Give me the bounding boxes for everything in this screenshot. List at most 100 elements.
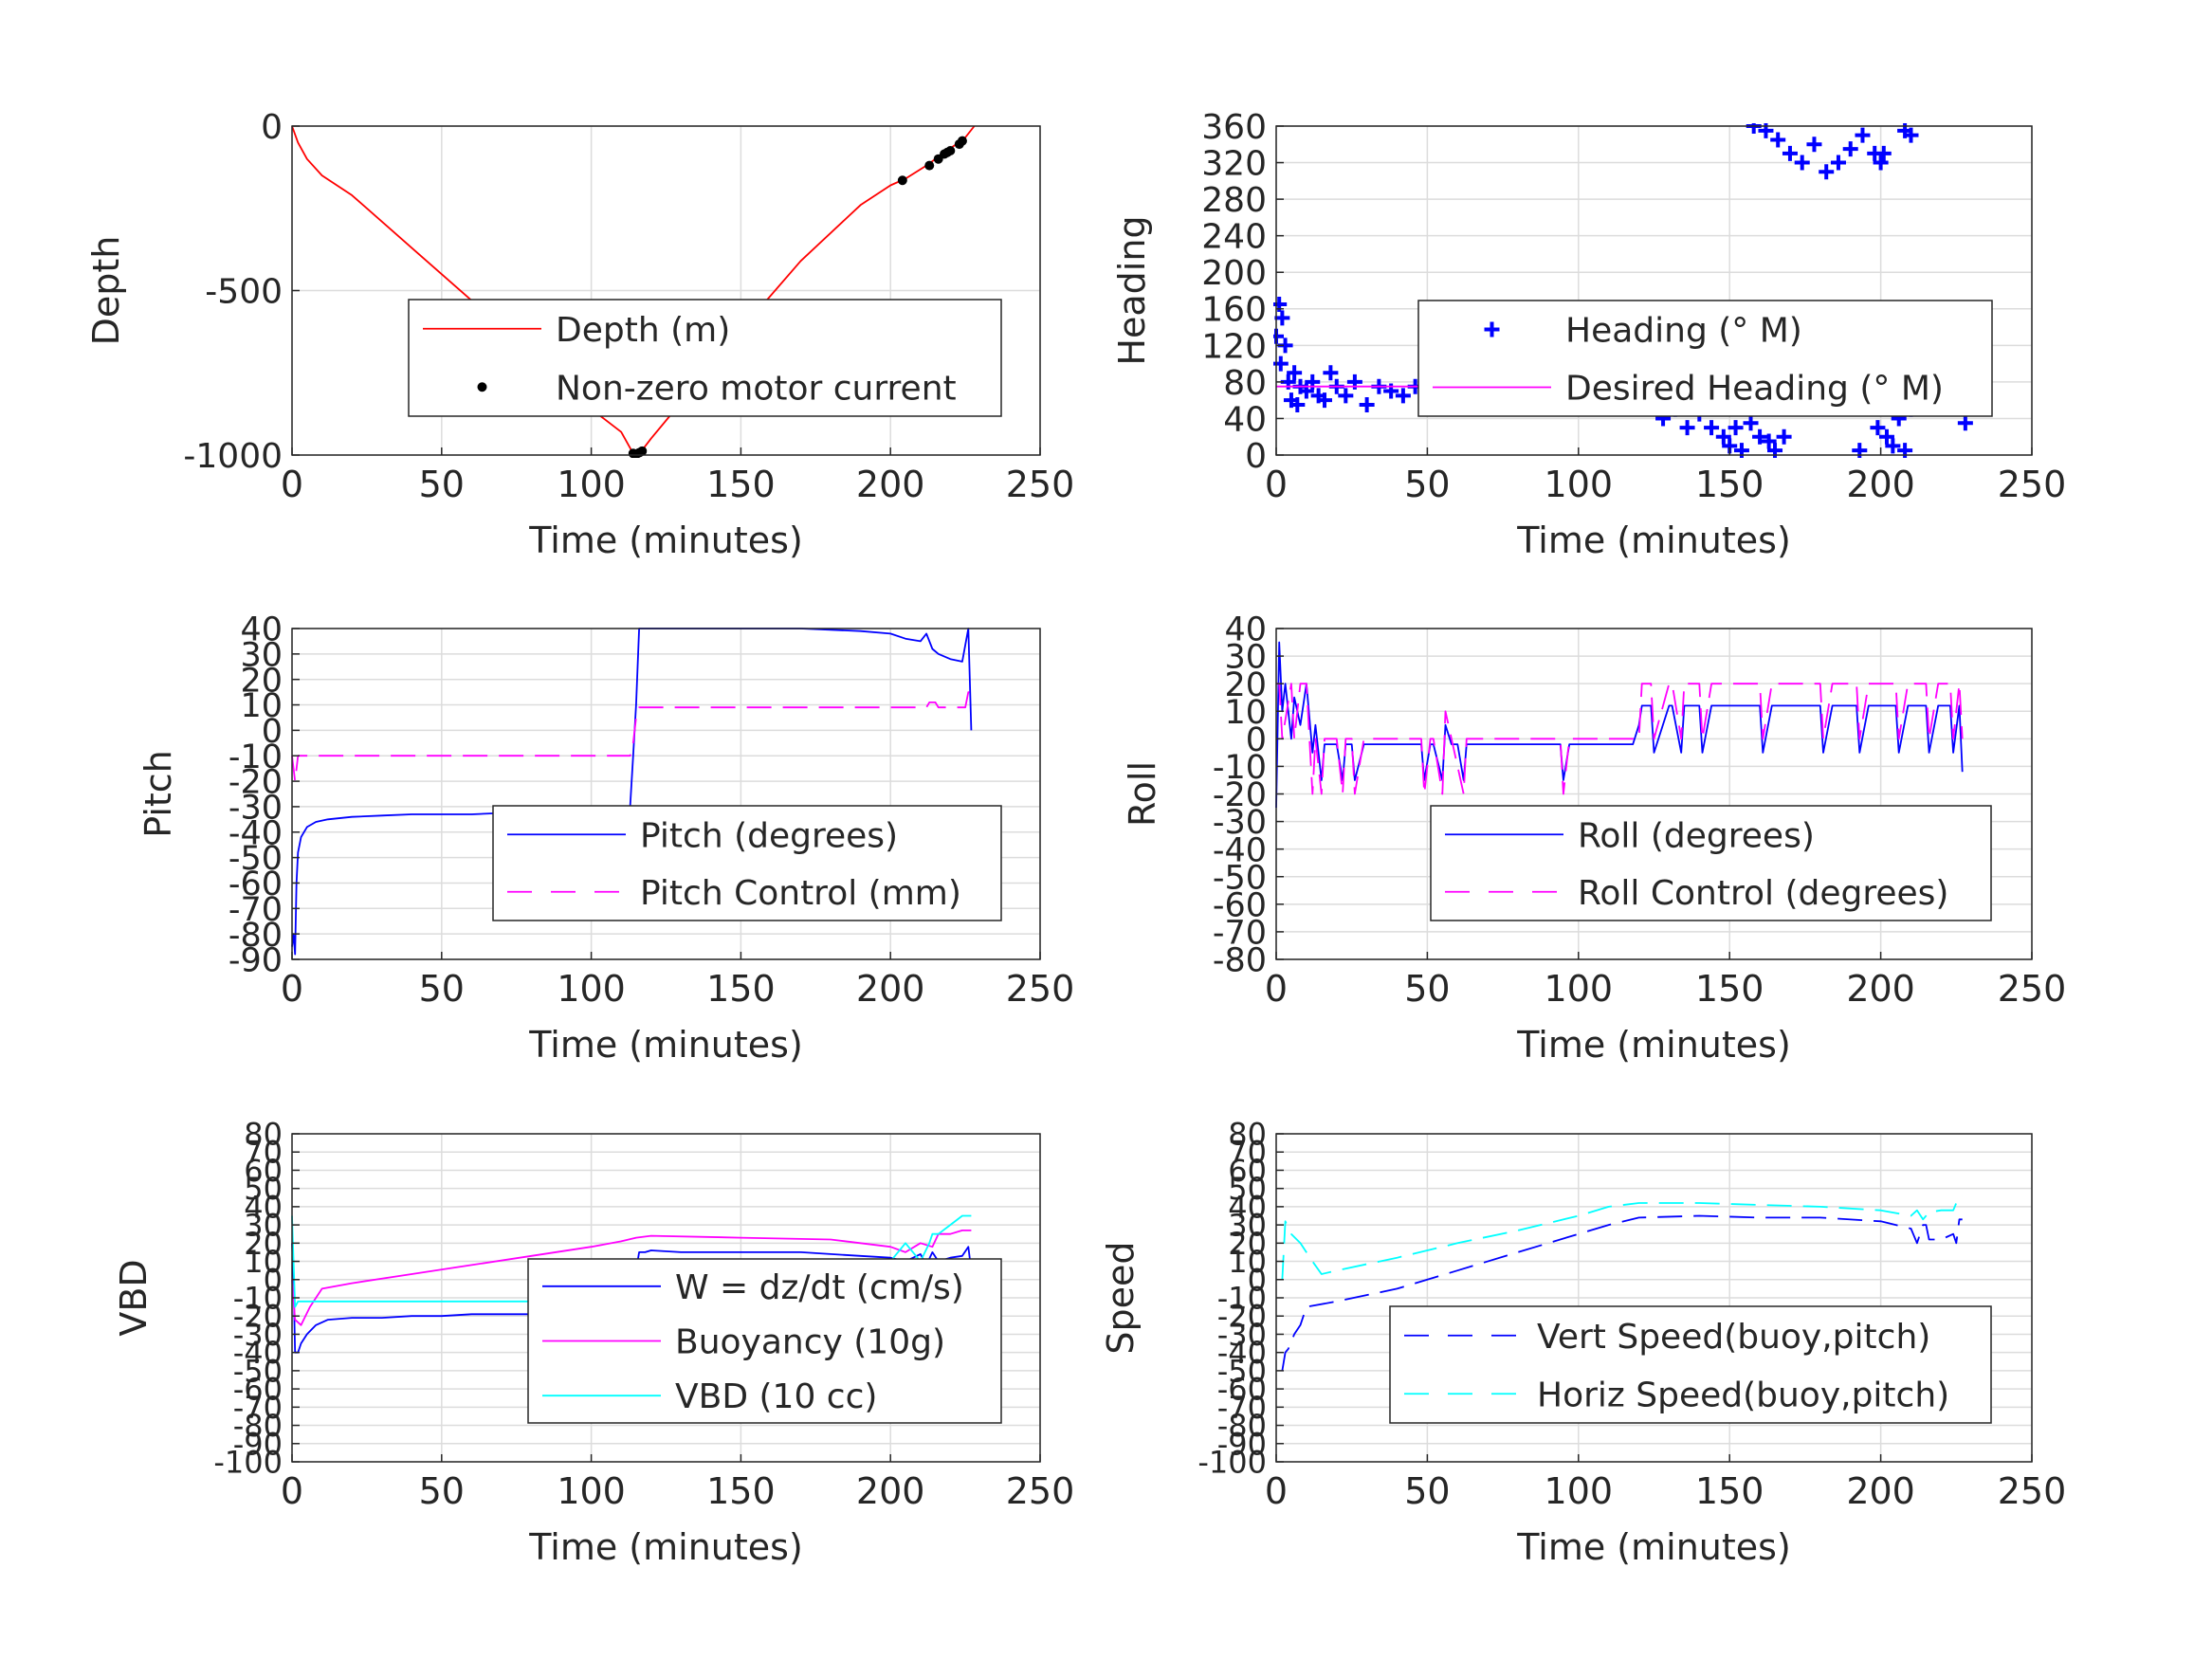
heading-y-tick-label: 80 [1223,364,1267,403]
vbd-legend-label: W = dz/dt (cm/s) [675,1268,964,1307]
vbd-y-tick-label: -10 [233,1281,283,1317]
depth-panel: 0 50 100 150 200 250 -1000 -500 0 Time (minutes) D… [85,108,1074,561]
heading-x-tick-label: 250 [1998,464,2067,505]
depth-y-tick-label: -500 [205,272,283,311]
speed-y-tick-label: 40 [1228,1189,1267,1225]
heading-x-tick-label: 0 [1265,464,1288,505]
heading-series-0-point [1830,155,1846,171]
pitch-y-tick-label: 0 [262,713,283,751]
speed-y-tick-label: 80 [1228,1117,1267,1153]
heading-series-0-point [1855,127,1871,143]
depth-x-tick-label: 0 [281,464,303,505]
heading-y-tick-label: 240 [1201,218,1267,257]
speed-y-tick-label: 50 [1228,1171,1267,1207]
roll-y-tick-label: -80 [1213,942,1267,980]
roll-y-tick-label: 0 [1246,721,1267,759]
vbd-x-tick-label: 0 [281,1470,303,1512]
speed-series-0-line [1281,1214,1963,1372]
roll-y-tick-label: -60 [1213,886,1267,924]
roll-y-tick-label: -10 [1213,749,1267,787]
vbd-legend-label: VBD (10 cc) [675,1377,877,1416]
heading-series-0-point [1875,145,1892,161]
vbd-y-tick-label: -70 [233,1390,283,1426]
roll-x-tick-label: 250 [1998,968,2067,1010]
speed-x-tick-label: 100 [1545,1470,1614,1512]
heading-series-0-point [1842,141,1858,157]
depth-legend-label: Non-zero motor current [556,369,957,408]
roll-y-tick-label: -40 [1213,831,1267,869]
heading-series-0-point [1704,420,1720,436]
depth-series-1-point [897,175,907,186]
pitch-y-tick-label: 30 [240,636,283,674]
heading-y-tick-label: 0 [1245,437,1267,476]
vbd-y-axis-label: VBD [113,1259,155,1336]
vbd-y-tick-label: -100 [213,1445,283,1481]
vbd-series-1-line [291,1230,972,1326]
heading-series-0-point [1761,433,1777,449]
heading-series-0-point [1274,310,1290,326]
depth-legend-label: Depth (m) [556,311,730,350]
pitch-x-axis-label: Time (minutes) [528,1024,803,1066]
speed-y-tick-label: 30 [1228,1208,1267,1244]
heading-series-0-point [1728,420,1744,436]
heading-y-tick-label: 160 [1201,291,1267,330]
depth-y-tick-label: -1000 [183,437,283,476]
pitch-y-tick-label: 20 [240,662,283,700]
heading-legend-label: Desired Heading (° M) [1565,370,1944,409]
depth-x-tick-label: 50 [419,464,465,505]
heading-series-0-point [1770,132,1786,148]
depth-y-axis-label: Depth [85,236,127,346]
depth-x-tick-label: 150 [706,464,776,505]
roll-legend-label: Roll (degrees) [1578,816,1815,855]
vbd-y-tick-label: -30 [233,1317,283,1353]
vbd-y-tick-label: -90 [233,1426,283,1462]
heading-series-0-point [1878,428,1894,445]
speed-y-tick-label: -60 [1217,1372,1267,1408]
depth-x-tick-label: 250 [1006,464,1075,505]
vbd-y-tick-label: 60 [244,1153,283,1189]
pitch-y-tick-label: -60 [229,866,283,903]
depth-legend: Depth (m) Non-zero motor current [408,299,1002,417]
depth-series-1-point [957,136,967,146]
speed-y-tick-label: 20 [1228,1226,1267,1262]
roll-legend: Roll (degrees) Roll Control (degrees) [1430,805,1992,921]
heading-series-0-point [1782,145,1798,161]
pitch-x-tick-label: 100 [557,968,626,1010]
roll-y-tick-label: -50 [1213,859,1267,897]
vbd-y-tick-label: 80 [244,1117,283,1153]
speed-x-tick-label: 0 [1265,1470,1288,1512]
heading-series-0-point [1395,388,1411,404]
pitch-y-tick-label: -20 [229,764,283,802]
speed-y-axis-label: Speed [1100,1241,1142,1354]
vbd-y-tick-label: -60 [233,1372,283,1408]
roll-y-tick-label: 30 [1224,639,1267,677]
speed-y-tick-label: -50 [1217,1353,1267,1389]
pitch-axes-box [291,628,1041,960]
roll-y-tick-label: -20 [1213,776,1267,814]
heading-series-0-point [1287,365,1303,381]
pitch-x-tick-label: 200 [856,968,925,1010]
pitch-y-tick-label: -90 [229,942,283,980]
heading-series-0-point [1776,428,1792,445]
roll-y-tick-label: 20 [1224,666,1267,704]
roll-y-axis-label: Roll [1122,761,1163,827]
heading-series-0-point [1752,428,1768,445]
pitch-y-tick-label: -80 [229,917,283,955]
heading-series-0-point [1885,438,1901,454]
heading-legend-sample [1484,321,1500,337]
pitch-legend-label: Pitch Control (mm) [640,874,961,913]
roll-x-tick-label: 200 [1846,968,1915,1010]
speed-legend-box [1389,1305,1992,1424]
vbd-y-tick-label: 10 [244,1244,283,1280]
pitch-x-tick-label: 0 [281,968,303,1010]
speed-x-tick-label: 50 [1404,1470,1450,1512]
heading-series-0-point [1679,420,1695,436]
heading-series-0-point [1359,396,1375,412]
speed-legend-label: Horiz Speed(buoy,pitch) [1537,1376,1949,1414]
pitch-y-tick-label: -50 [229,840,283,878]
speed-x-axis-label: Time (minutes) [1516,1526,1791,1568]
heading-legend-box [1417,300,1993,417]
vbd-legend-label: Buoyancy (10g) [675,1323,945,1362]
heading-y-axis-label: Heading [1111,215,1153,365]
